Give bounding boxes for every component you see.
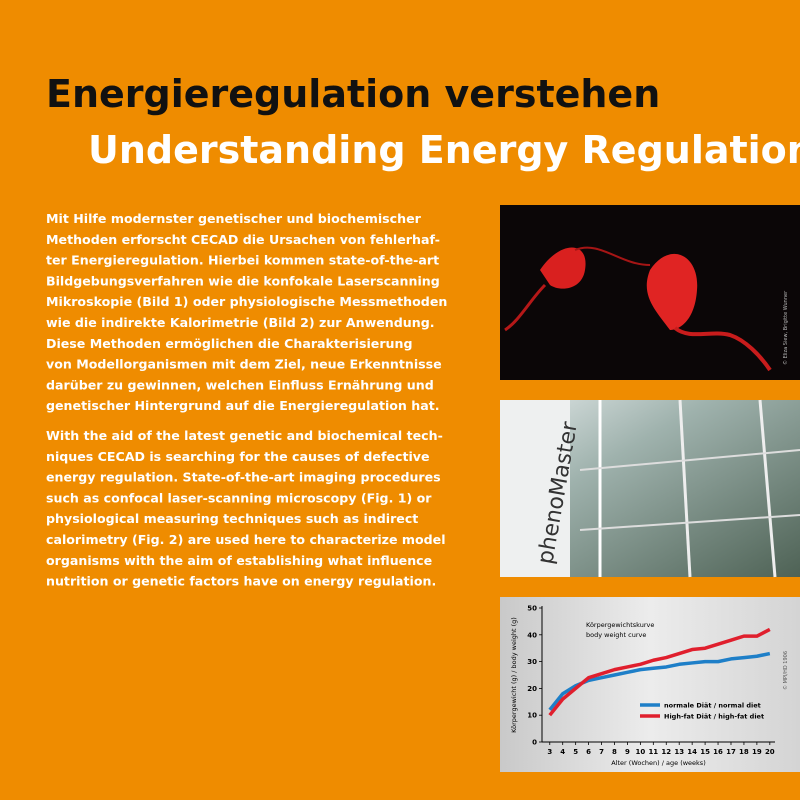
legend-label: High-fat Diät / high-fat diet <box>664 713 764 721</box>
paragraph-line: calorimetry (Fig. 2) are used here to ch… <box>46 532 446 547</box>
chart-title: Körpergewichtskurve <box>586 621 654 629</box>
paragraph-line: nutrition or genetic factors have on ene… <box>46 574 436 589</box>
title: Energieregulation verstehen <box>46 72 660 116</box>
paragraph-line: Diese Methoden ermöglichen die Charakter… <box>46 336 413 351</box>
device-photo: phenoMaster <box>500 399 800 578</box>
x-tick-label: 14 <box>687 748 697 756</box>
x-tick-label: 6 <box>586 748 591 756</box>
paragraph-line: von Modellorganismen mit dem Ziel, neue … <box>46 357 442 372</box>
y-tick-label: 20 <box>527 685 537 693</box>
y-tick-label: 10 <box>527 712 537 720</box>
x-tick-label: 16 <box>713 748 723 756</box>
paragraph-line: ter Energieregulation. Hierbei kommen st… <box>46 253 439 268</box>
y-tick-label: 40 <box>527 631 537 639</box>
paragraph-line: With the aid of the latest genetic and b… <box>46 428 443 443</box>
paragraph-line: Mikroskopie (Bild 1) oder physiologische… <box>46 294 447 309</box>
x-tick-label: 17 <box>726 748 736 756</box>
chart-credit: © MPI/HD 1906 <box>782 651 789 690</box>
x-tick-label: 12 <box>661 748 671 756</box>
x-tick-label: 3 <box>547 748 552 756</box>
paragraph-line: wie die indirekte Kalorimetrie (Bild 2) … <box>46 315 435 330</box>
x-tick-label: 20 <box>765 748 775 756</box>
x-tick-label: 19 <box>752 748 762 756</box>
paragraph-line: Mit Hilfe modernster genetischer und bio… <box>46 211 422 226</box>
x-tick-label: 15 <box>700 748 710 756</box>
x-tick-label: 18 <box>739 748 749 756</box>
paragraph-line: darüber zu gewinnen, welchen Einfluss Er… <box>46 377 434 392</box>
data-line <box>548 627 771 717</box>
body-text: Mit Hilfe modernster genetischer und bio… <box>46 211 447 589</box>
photo-credit: © Eliza Siew, Brigitte Wunner <box>782 290 789 365</box>
x-tick-label: 8 <box>612 748 617 756</box>
microscopy-photo: © Eliza Siew, Brigitte Wunner <box>500 205 800 380</box>
x-tick-label: 11 <box>648 748 658 756</box>
y-tick-label: 30 <box>527 658 537 666</box>
chart-subtitle: body weight curve <box>586 631 646 639</box>
paragraph-line: physiological measuring techniques such … <box>46 511 418 526</box>
paragraph-line: organisms with the aim of establishing w… <box>46 553 432 568</box>
x-tick-label: 5 <box>573 748 578 756</box>
paragraph-line: niques CECAD is searching for the causes… <box>46 449 430 464</box>
x-tick-label: 7 <box>599 748 604 756</box>
x-tick-label: 9 <box>625 748 630 756</box>
paragraph-line: Methoden erforscht CECAD die Ursachen vo… <box>46 232 440 247</box>
y-tick-label: 50 <box>527 605 537 613</box>
x-tick-label: 13 <box>674 748 684 756</box>
y-axis-label: Körpergewicht (g) / body weight (g) <box>510 617 518 733</box>
subtitle: Understanding Energy Regulation <box>88 128 800 172</box>
x-axis-label: Alter (Wochen) / age (weeks) <box>611 759 705 767</box>
x-tick-label: 10 <box>636 748 646 756</box>
paragraph-line: energy regulation. State-of-the-art imag… <box>46 470 441 485</box>
paragraph-line: Bildgebungsverfahren wie die konfokale L… <box>46 273 440 288</box>
y-tick-label: 0 <box>532 739 537 747</box>
legend-label: normale Diät / normal diet <box>664 702 761 710</box>
x-tick-label: 4 <box>560 748 565 756</box>
paragraph-line: such as confocal laser-scanning microsco… <box>46 490 432 505</box>
paragraph-line: genetischer Hintergrund auf die Energier… <box>46 398 440 413</box>
